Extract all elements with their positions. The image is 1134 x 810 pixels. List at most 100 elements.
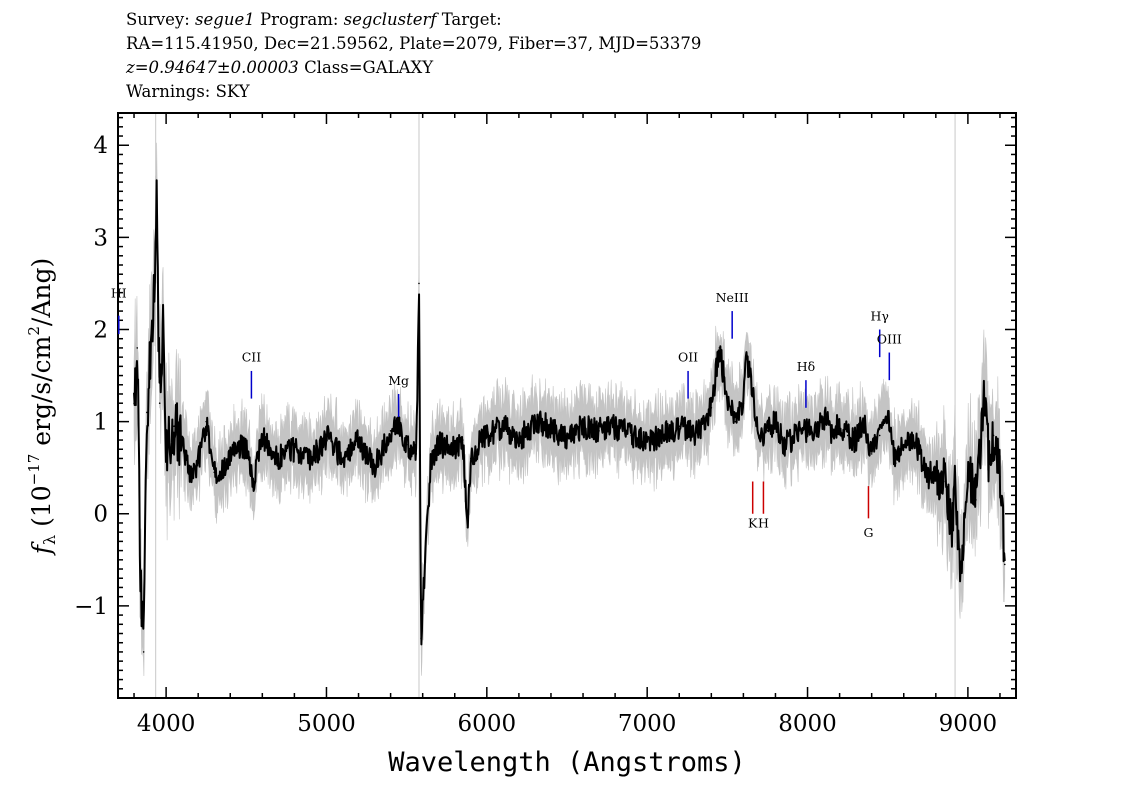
y-tick-label: −1 <box>74 594 108 620</box>
flux-point <box>397 425 400 428</box>
flux-point <box>999 476 1001 478</box>
flux-point <box>146 411 148 414</box>
flux-point <box>152 319 155 322</box>
x-tick-label: 4000 <box>137 711 196 737</box>
flux-point <box>453 448 456 451</box>
flux-point <box>245 448 248 451</box>
flux-point <box>415 453 418 455</box>
flux-point <box>870 453 873 455</box>
flux-point <box>662 434 665 437</box>
flux-point <box>830 430 833 432</box>
flux-point <box>405 443 408 446</box>
flux-point <box>959 577 961 580</box>
ylabel-exp: 2 <box>25 326 43 336</box>
flux-point <box>466 526 469 529</box>
flux-point <box>646 439 648 441</box>
flux-point <box>566 439 568 441</box>
x-tick-label: 8000 <box>778 711 837 737</box>
redshift-value: z=0.94647±0.00003 <box>126 58 299 77</box>
header-line-survey: Survey: segue1 Program: segclusterf Targ… <box>126 8 701 32</box>
flux-point <box>758 434 761 437</box>
flux-point <box>910 434 913 437</box>
flux-point <box>136 347 139 349</box>
flux-point <box>822 416 825 418</box>
flux-point <box>745 356 748 358</box>
flux-point <box>790 439 793 441</box>
flux-point <box>429 462 432 464</box>
flux-point <box>718 347 721 349</box>
ylabel-part: erg/s/cm <box>27 335 56 453</box>
x-tick-label: 9000 <box>939 711 998 737</box>
flux-point <box>951 531 953 533</box>
flux-point <box>806 430 809 432</box>
flux-point <box>173 425 175 428</box>
header-line-coords: RA=115.41950, Dec=21.59562, Plate=2079, … <box>126 32 701 56</box>
spectral-line-label: H <box>758 516 769 531</box>
flux-point <box>694 434 697 437</box>
flux-point <box>734 420 737 423</box>
flux-point <box>1003 563 1006 566</box>
flux-point <box>165 457 167 460</box>
flux-point <box>357 439 360 441</box>
ylabel-f: f <box>27 541 56 556</box>
flux-point <box>469 457 472 460</box>
flux-point <box>534 420 536 423</box>
program-label: Program: <box>259 10 339 29</box>
flux-point <box>237 443 240 446</box>
flux-point <box>943 480 945 483</box>
y-axis-title: fλ (10−17 erg/s/cm2/Ang) <box>25 258 59 557</box>
flux-point <box>927 476 929 478</box>
warnings-text: Warnings: SKY <box>126 82 250 101</box>
flux-point <box>373 466 376 469</box>
flux-point <box>269 453 272 455</box>
spectral-line-label: Hδ <box>797 359 815 374</box>
ylabel-part: (10 <box>27 485 56 535</box>
flux-point <box>149 365 151 368</box>
flux-point <box>710 407 713 409</box>
flux-point <box>614 425 616 428</box>
y-tick-label: 3 <box>93 225 108 251</box>
flux-point <box>293 448 296 451</box>
header-line-redshift: z=0.94647±0.00003 Class=GALAXY <box>126 56 701 80</box>
flux-point <box>181 443 183 446</box>
flux-point <box>838 425 841 428</box>
ylabel-part: /Ang) <box>27 258 56 326</box>
flux-point <box>894 462 897 464</box>
class-value: Class=GALAXY <box>304 58 434 77</box>
flux-point <box>766 430 769 432</box>
flux-point <box>205 420 207 423</box>
spectral-line-label: OIII <box>877 331 902 346</box>
spectral-line-label: OII <box>678 350 698 365</box>
flux-point <box>935 466 937 469</box>
spectral-line-label: NeIII <box>716 290 749 305</box>
flux-point <box>418 282 420 285</box>
spectral-line-label: CII <box>242 350 262 365</box>
flux-point <box>798 430 801 432</box>
flux-point <box>782 443 785 446</box>
flux-point <box>162 314 164 317</box>
x-tick-label: 5000 <box>297 711 356 737</box>
flux-point <box>742 402 745 404</box>
flux-point <box>486 434 488 437</box>
header-line-warnings: Warnings: SKY <box>126 80 701 104</box>
flux-point <box>518 439 520 441</box>
target-label: Target: <box>441 10 502 29</box>
flux-point <box>983 397 985 400</box>
program-value: segclusterf <box>343 10 437 29</box>
flux-point <box>261 434 264 437</box>
x-axis-title: Wavelength (Angstroms) <box>388 747 746 778</box>
coords-text: RA=115.41950, Dec=21.59562, Plate=2079, … <box>126 34 702 53</box>
y-tick-label: 0 <box>93 502 108 528</box>
y-tick-label: 1 <box>93 410 108 436</box>
flux-point <box>253 480 256 483</box>
flux-point <box>975 499 977 501</box>
flux-point <box>774 420 777 423</box>
spectral-line-label: K <box>748 516 758 531</box>
flux-point <box>158 402 161 404</box>
ylabel-exp: −17 <box>25 454 43 486</box>
flux-point <box>229 457 232 460</box>
flux-point <box>221 466 224 469</box>
flux-series-line <box>133 179 1006 646</box>
flux-point <box>846 434 849 437</box>
